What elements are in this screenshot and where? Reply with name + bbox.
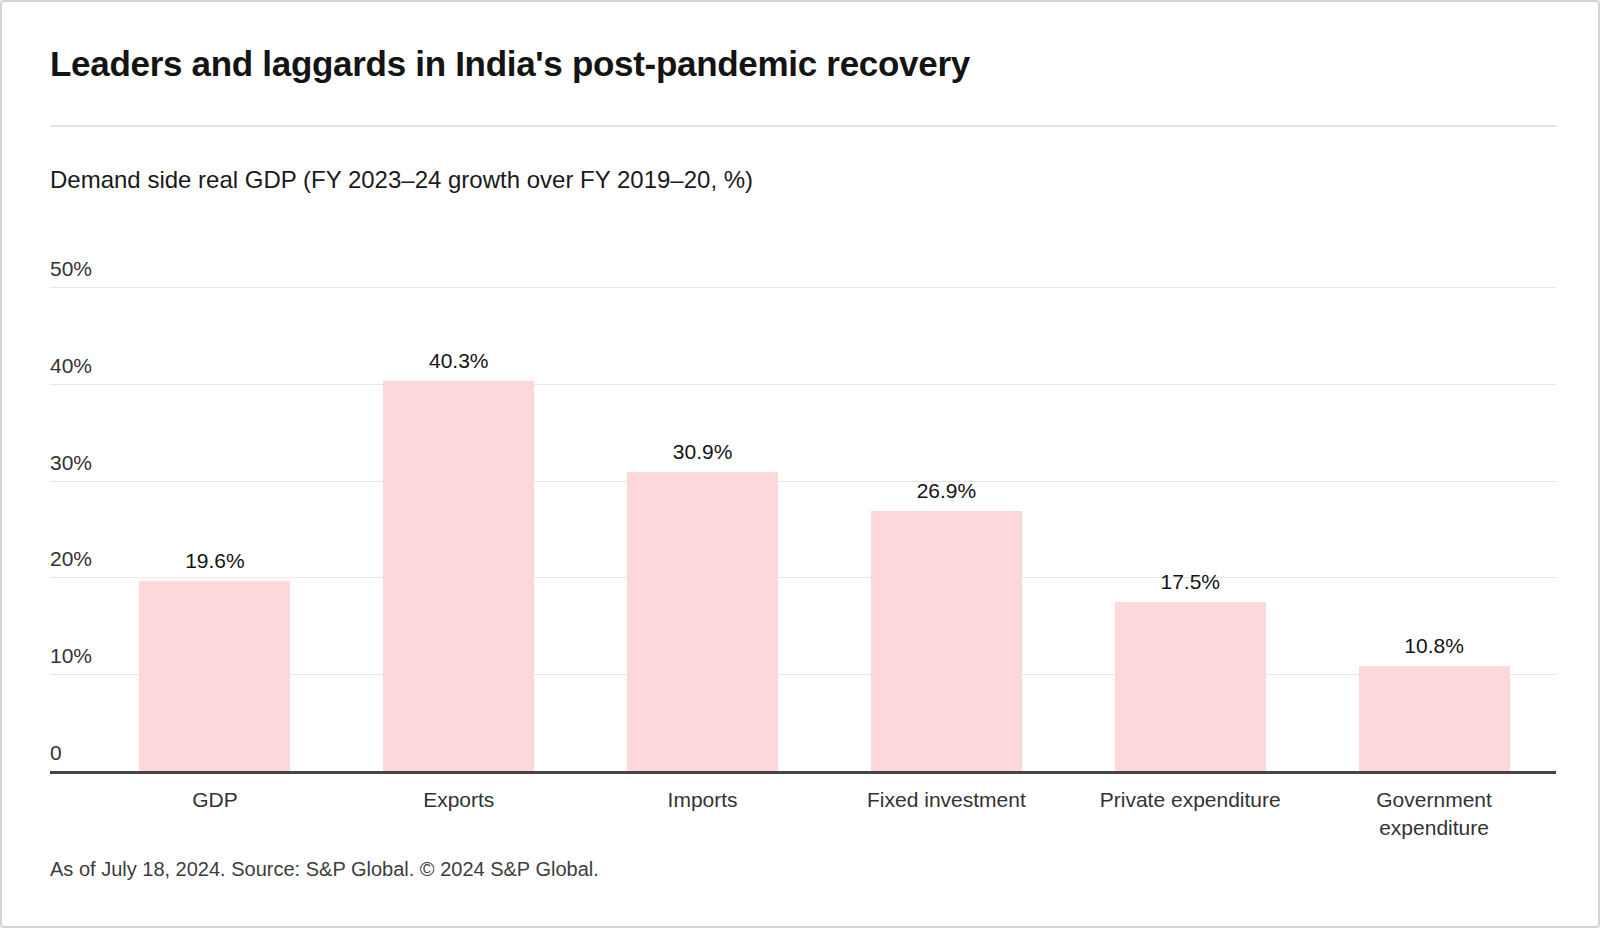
gridline [50, 384, 1556, 385]
category-label: Imports [668, 786, 738, 814]
bar [383, 381, 534, 771]
bar-value-label: 19.6% [93, 545, 337, 577]
gridline [50, 577, 1556, 578]
category-label: Exports [423, 786, 494, 814]
chart-card: Leaders and laggards in India's post-pan… [0, 0, 1600, 928]
category-label: GDP [192, 786, 238, 814]
bar-value-label: 30.9% [581, 436, 825, 468]
category-label: Private expenditure [1100, 786, 1281, 814]
category-label: Fixed investment [867, 786, 1026, 814]
chart-subtitle: Demand side real GDP (FY 2023–24 growth … [50, 166, 753, 194]
x-axis-line [50, 771, 1556, 774]
bar [139, 581, 290, 771]
bar [1359, 666, 1510, 771]
bar-value-label: 17.5% [1068, 566, 1312, 598]
bar-chart: 50% 40% 30% 20% 10% 0 19.6% GDP 40.3% Exports 30.9… [50, 252, 1556, 852]
y-tick-label: 0 [50, 737, 62, 769]
chart-title: Leaders and laggards in India's post-pan… [50, 44, 970, 84]
bar [1115, 602, 1266, 771]
gridline [50, 287, 1556, 288]
bar [871, 511, 1022, 771]
title-divider [50, 125, 1556, 127]
bar-value-label: 26.9% [825, 475, 1069, 507]
y-tick-label: 40% [50, 350, 92, 382]
category-label: Government expenditure [1373, 786, 1495, 841]
bar-value-label: 10.8% [1312, 630, 1556, 662]
y-tick-label: 30% [50, 447, 92, 479]
gridline [50, 481, 1556, 482]
y-tick-label: 10% [50, 640, 92, 672]
bar [627, 472, 778, 771]
y-tick-label: 20% [50, 543, 92, 575]
bar-value-label: 40.3% [337, 345, 581, 377]
y-tick-label: 50% [50, 253, 92, 285]
source-note: As of July 18, 2024. Source: S&P Global.… [50, 858, 599, 881]
